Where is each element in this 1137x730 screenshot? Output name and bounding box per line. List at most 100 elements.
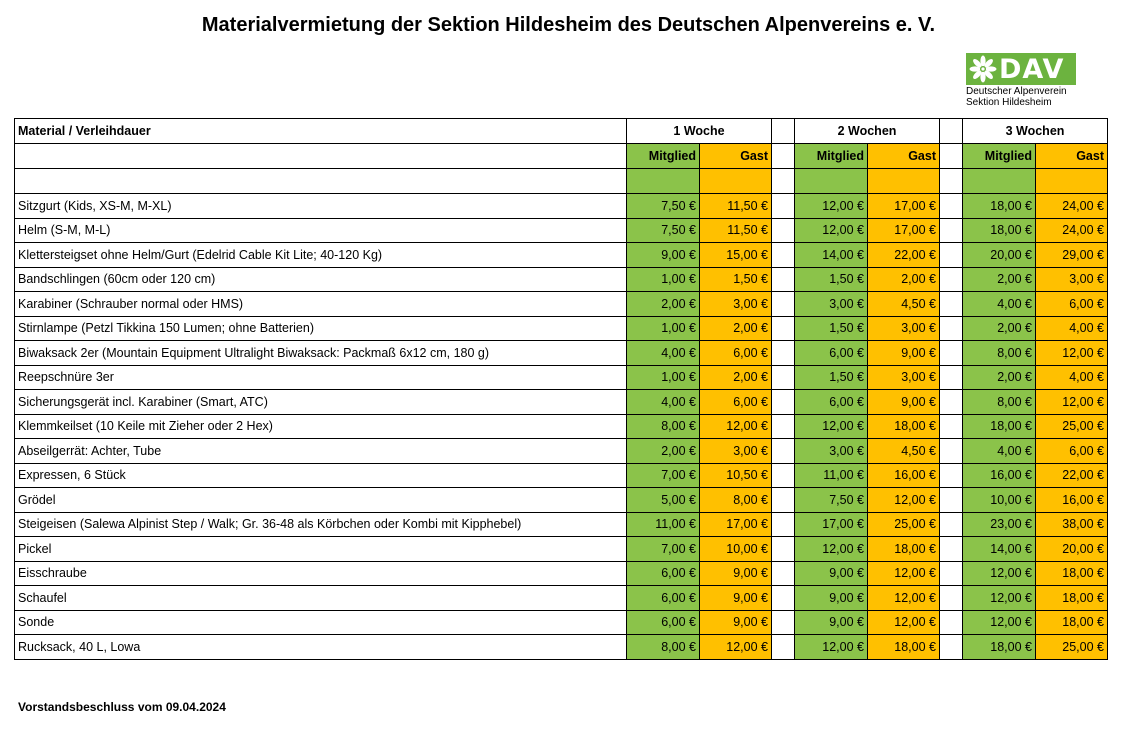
empty-cell (14, 143, 627, 169)
spacer-cell (771, 364, 795, 390)
table-row: Sonde 6,00 €9,00 €9,00 €12,00 €12,00 €18,… (14, 609, 1108, 635)
guest-price: 4,50 € (867, 438, 940, 464)
guest-price: 4,00 € (1035, 315, 1108, 341)
spacer-cell (939, 217, 963, 243)
guest-price: 2,00 € (699, 315, 772, 341)
spacer-cell (939, 438, 963, 464)
spacer-cell (939, 487, 963, 513)
edelweiss-icon (969, 55, 997, 83)
table-row: Eisschraube 6,00 €9,00 €9,00 €12,00 €12,0… (14, 560, 1108, 586)
guest-label: Gast (699, 143, 772, 169)
guest-price: 29,00 € (1035, 242, 1108, 268)
guest-price: 3,00 € (867, 315, 940, 341)
guest-price: 3,00 € (699, 291, 772, 317)
member-price: 12,00 € (794, 193, 868, 219)
guest-price: 10,50 € (699, 462, 772, 488)
member-price: 18,00 € (962, 193, 1036, 219)
member-price: 8,00 € (626, 634, 700, 660)
guest-price: 25,00 € (867, 511, 940, 537)
guest-price: 6,00 € (1035, 291, 1108, 317)
period-header-3-weeks: 3 Wochen (962, 118, 1108, 144)
guest-price: 2,00 € (867, 266, 940, 292)
spacer-cell (771, 168, 795, 194)
spacer-cell (771, 438, 795, 464)
empty-member-cell (962, 168, 1036, 194)
spacer-cell (939, 462, 963, 488)
member-price: 14,00 € (962, 536, 1036, 562)
guest-label: Gast (1035, 143, 1108, 169)
spacer-cell (771, 511, 795, 537)
page-title: Materialvermietung der Sektion Hildeshei… (201, 14, 936, 36)
guest-price: 9,00 € (867, 389, 940, 415)
table-row: Schaufel 6,00 €9,00 €9,00 €12,00 €12,00 €… (14, 585, 1108, 611)
material-name: Abseilgerrät: Achter, Tube (14, 438, 627, 464)
member-price: 9,00 € (794, 609, 868, 635)
member-price: 7,50 € (794, 487, 868, 513)
guest-price: 3,00 € (1035, 266, 1108, 292)
empty-member-cell (626, 168, 700, 194)
spacer-cell (771, 118, 795, 144)
spacer-cell (939, 242, 963, 268)
member-price: 12,00 € (794, 413, 868, 439)
guest-price: 3,00 € (867, 364, 940, 390)
member-price: 18,00 € (962, 634, 1036, 660)
guest-price: 12,00 € (867, 609, 940, 635)
table-row: Grödel 5,00 €8,00 € 7,50 €12,00 € 10,00 €16… (14, 487, 1108, 513)
spacer-cell (771, 315, 795, 341)
empty-guest-cell (1035, 168, 1108, 194)
table-row: Abseilgerrät: Achter, Tube 2,00 €3,00 €3,… (14, 438, 1108, 464)
guest-price: 12,00 € (699, 634, 772, 660)
spacer-cell (939, 291, 963, 317)
member-price: 2,00 € (962, 315, 1036, 341)
spacer-cell (771, 389, 795, 415)
period-header-2-weeks: 2 Wochen (794, 118, 940, 144)
guest-price: 12,00 € (867, 487, 940, 513)
table-row: Rucksack, 40 L, Lowa 8,00 €12,00 €12,00 €… (14, 634, 1108, 660)
spacer-cell (939, 315, 963, 341)
spacer-cell (771, 560, 795, 586)
guest-price: 4,00 € (1035, 364, 1108, 390)
member-price: 12,00 € (794, 536, 868, 562)
guest-price: 11,50 € (699, 217, 772, 243)
member-price: 4,00 € (626, 340, 700, 366)
material-name: Klemmkeilset (10 Keile mit Zieher oder 2… (14, 413, 627, 439)
guest-price: 6,00 € (699, 340, 772, 366)
spacer-cell (939, 118, 963, 144)
material-name: Biwaksack 2er (Mountain Equipment Ultral… (14, 340, 627, 366)
member-price: 8,00 € (626, 413, 700, 439)
table-row: Klemmkeilset (10 Keile mit Zieher oder 2… (14, 413, 1108, 439)
guest-price: 1,50 € (699, 266, 772, 292)
material-name: Karabiner (Schrauber normal oder HMS) (14, 291, 627, 317)
member-price: 7,50 € (626, 217, 700, 243)
member-price: 12,00 € (794, 634, 868, 660)
member-price: 7,00 € (626, 536, 700, 562)
spacer-cell (771, 217, 795, 243)
empty-guest-cell (699, 168, 772, 194)
member-price: 1,00 € (626, 315, 700, 341)
empty-guest-cell (867, 168, 940, 194)
guest-price: 12,00 € (867, 585, 940, 611)
guest-price: 38,00 € (1035, 511, 1108, 537)
corner-label: Material / Verleihdauer (14, 118, 627, 144)
material-name: Eisschraube (14, 560, 627, 586)
spacer-cell (771, 536, 795, 562)
guest-label: Gast (867, 143, 940, 169)
table-row: Steigeisen (Salewa Alpinist Step / Walk;… (14, 511, 1108, 537)
material-name: Helm (S-M, M-L) (14, 217, 627, 243)
guest-price: 6,00 € (1035, 438, 1108, 464)
guest-price: 15,00 € (699, 242, 772, 268)
period-header-row: Material / Verleihdauer 1 Woche 2 Wochen… (14, 118, 1108, 144)
member-price: 6,00 € (626, 609, 700, 635)
member-price: 1,00 € (626, 266, 700, 292)
member-price: 3,00 € (794, 291, 868, 317)
member-price: 23,00 € (962, 511, 1036, 537)
member-price: 1,50 € (794, 266, 868, 292)
guest-price: 8,00 € (699, 487, 772, 513)
spacer-cell (939, 266, 963, 292)
spacer-cell (771, 291, 795, 317)
spacer-cell (771, 634, 795, 660)
member-price: 16,00 € (962, 462, 1036, 488)
member-price: 18,00 € (962, 413, 1036, 439)
board-resolution-note: Vorstandsbeschluss vom 09.04.2024 (18, 700, 226, 714)
member-price: 4,00 € (962, 438, 1036, 464)
